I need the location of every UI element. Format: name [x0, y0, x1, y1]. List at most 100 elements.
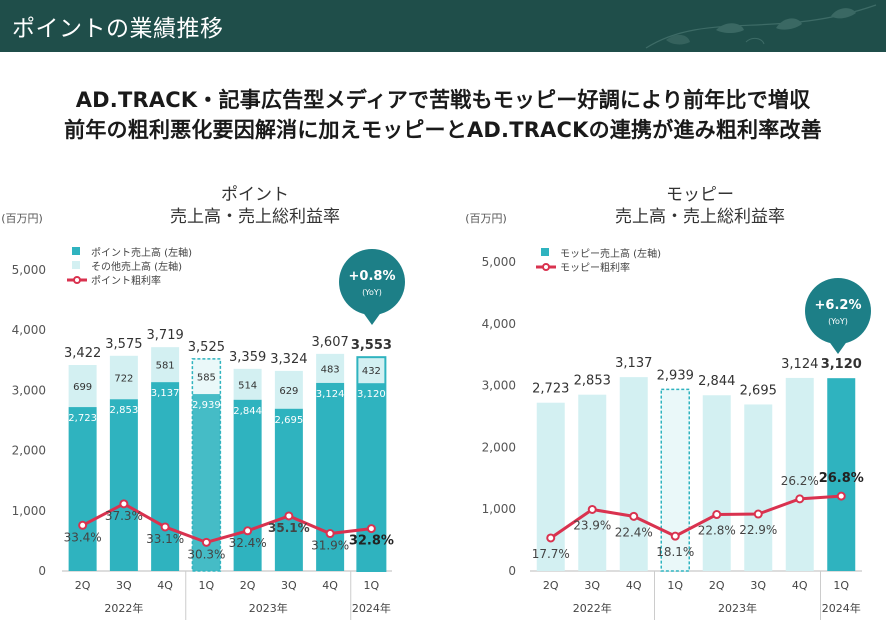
x-tick-label: 1Q [199, 579, 215, 592]
margin-rate-point [160, 522, 170, 532]
point-sales-bar [316, 382, 345, 571]
margin-rate-label: 17.7% [532, 547, 570, 561]
moppy-sales-label: 2,844 [698, 374, 735, 389]
headline-line-2: 前年の粗利悪化要因解消に加えモッピーとAD.TRACKの連携が進み粗利率改善 [64, 118, 822, 142]
legend-line-marker [542, 263, 550, 271]
y-tick-label: 3,000 [12, 383, 46, 397]
yoy-badge [805, 278, 871, 344]
x-tick-label: 4Q [157, 579, 173, 592]
yoy-badge [339, 249, 405, 315]
y-tick-label: 4,000 [12, 323, 46, 337]
x-tick-label: 1Q [667, 579, 683, 592]
other-sales-bar [357, 357, 386, 384]
x-tick-label: 4Q [626, 579, 642, 592]
moppy-sales-label: 2,939 [657, 368, 694, 383]
margin-rate-label: 22.9% [739, 523, 777, 537]
other-sales-bar [151, 347, 180, 383]
margin-rate-point [670, 531, 680, 541]
other-sales-label: 585 [197, 372, 216, 383]
point-sales-bar [151, 382, 180, 571]
legend-label: その他売上高 (左軸) [91, 260, 182, 273]
margin-rate-point [243, 526, 253, 536]
x-tick-label: 4Q [792, 579, 808, 592]
point-sales-label: 3,137 [151, 388, 180, 399]
point-sales-label: 3,124 [316, 389, 345, 400]
yoy-badge-value: +0.8% [349, 269, 396, 284]
chart-title: ポイント [221, 185, 289, 205]
moppy-sales-label: 2,723 [532, 382, 569, 397]
y-tick-label: 1,000 [482, 502, 516, 516]
y-axis-unit: (百万円) [465, 212, 507, 225]
legend-swatch [72, 261, 80, 269]
margin-rate-point [366, 524, 376, 534]
yoy-badge-label: (YoY) [362, 288, 382, 297]
margin-rate-label: 32.8% [349, 534, 394, 549]
legend-label: モッピー売上高 (左軸) [560, 247, 661, 260]
margin-rate-point [546, 533, 556, 543]
other-sales-bar [68, 364, 97, 408]
margin-rate-label: 23.9% [573, 518, 611, 532]
total-sales-label: 3,525 [188, 340, 225, 355]
point-sales-label: 3,120 [357, 389, 386, 400]
moppy-sales-bar [661, 389, 690, 571]
moppy-sales-bar [619, 377, 648, 571]
x-tick-label: 2Q [240, 579, 256, 592]
total-sales-label: 3,324 [270, 352, 307, 367]
x-tick-label: 3Q [584, 579, 600, 592]
margin-rate-point [712, 510, 722, 520]
legend-label: ポイント粗利率 [91, 274, 161, 287]
legend-swatch [541, 248, 549, 256]
point-sales-bar [68, 407, 97, 571]
margin-rate-point [119, 499, 129, 509]
current-bar-outline [356, 356, 387, 572]
margin-rate-point [753, 509, 763, 519]
total-sales-label: 3,607 [312, 335, 349, 350]
margin-rate-label: 26.2% [781, 474, 819, 488]
year-label: 2024年 [822, 601, 861, 615]
margin-rate-label: 18.1% [656, 545, 694, 559]
point-sales-bar [109, 399, 138, 571]
margin-rate-point [201, 537, 211, 547]
margin-rate-point [795, 494, 805, 504]
total-sales-label: 3,422 [64, 346, 101, 361]
other-sales-label: 581 [156, 361, 175, 372]
point-sales-bar [357, 383, 386, 571]
x-tick-label: 4Q [322, 579, 338, 592]
year-label: 2022年 [573, 601, 612, 615]
other-sales-label: 514 [238, 380, 257, 391]
moppy-sales-label: 3,120 [821, 357, 862, 372]
margin-rate-label: 26.8% [819, 471, 864, 486]
legend-line-marker [73, 276, 81, 284]
year-label: 2023年 [718, 601, 757, 615]
yoy-badge-value: +6.2% [815, 298, 862, 313]
point-sales-label: 2,939 [192, 400, 221, 411]
margin-rate-point [629, 511, 639, 521]
chart-title: モッピー [666, 185, 734, 205]
other-sales-bar [316, 353, 345, 383]
y-tick-label: 5,000 [482, 255, 516, 269]
moppy-sales-bar [702, 395, 731, 571]
margin-rate-label: 35.1% [268, 521, 310, 535]
margin-rate-point [78, 520, 88, 530]
point-sales-label: 2,723 [68, 413, 97, 424]
margin-rate-label: 33.1% [146, 532, 184, 546]
point-sales-label: 2,695 [275, 415, 304, 426]
yoy-badge-label: (YoY) [828, 317, 848, 326]
margin-rate-point [836, 491, 846, 501]
total-sales-label: 3,359 [229, 350, 266, 365]
point-sales-bar [274, 408, 303, 571]
point-sales-label: 2,844 [233, 406, 262, 417]
margin-rate-label: 22.8% [698, 524, 736, 538]
x-tick-label: 1Q [364, 579, 380, 592]
year-label: 2022年 [104, 601, 143, 615]
y-axis-unit: (百万円) [1, 212, 43, 225]
margin-rate-label: 32.4% [229, 536, 267, 550]
leaf-decoration-icon [645, 4, 877, 49]
other-sales-label: 629 [279, 386, 298, 397]
moppy-sales-label: 2,695 [740, 383, 777, 398]
margin-rate-line [549, 494, 842, 540]
chart-subtitle: 売上高・売上総利益率 [170, 207, 340, 227]
other-sales-label: 699 [73, 382, 92, 393]
other-sales-bar [109, 355, 138, 400]
